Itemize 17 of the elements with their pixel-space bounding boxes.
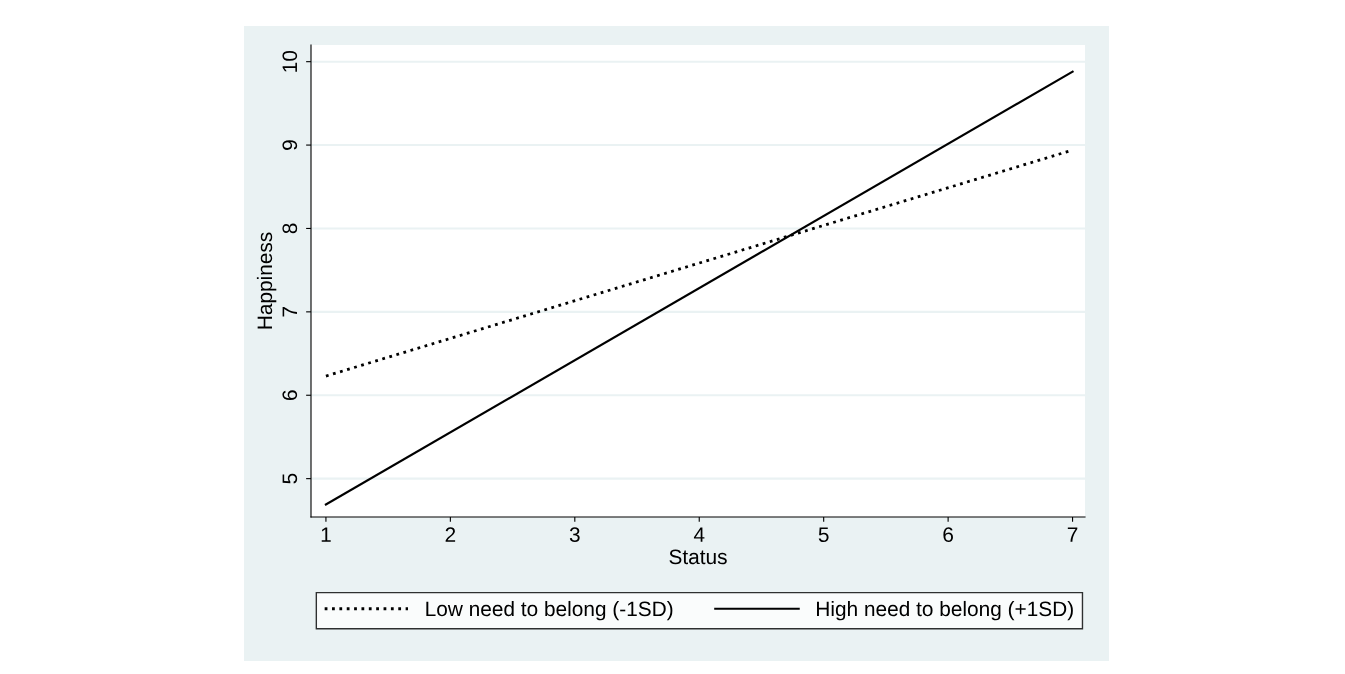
y-tick-label: 10 [282,50,298,72]
legend-label: Low need to belong (-1SD) [426,600,673,621]
x-tick-label: 7 [1067,527,1078,542]
y-axis-title: Happiness [256,232,277,329]
x-tick-label: 3 [569,527,580,543]
x-tick-label: 6 [943,527,953,543]
y-tick-label: 8 [282,223,298,234]
x-tick-label: 4 [693,527,705,542]
y-tick-label: 6 [282,390,298,400]
x-tick-label: 1 [321,527,331,542]
y-tick-label: 5 [282,473,298,484]
x-tick-label: 2 [445,527,456,542]
y-tick-label: 7 [282,307,297,317]
legend-label: High need to belong (+1SD) [817,600,1073,621]
x-axis-title: Status [669,549,727,565]
x-tick-label: 5 [818,527,829,543]
y-tick-label: 9 [282,140,298,150]
